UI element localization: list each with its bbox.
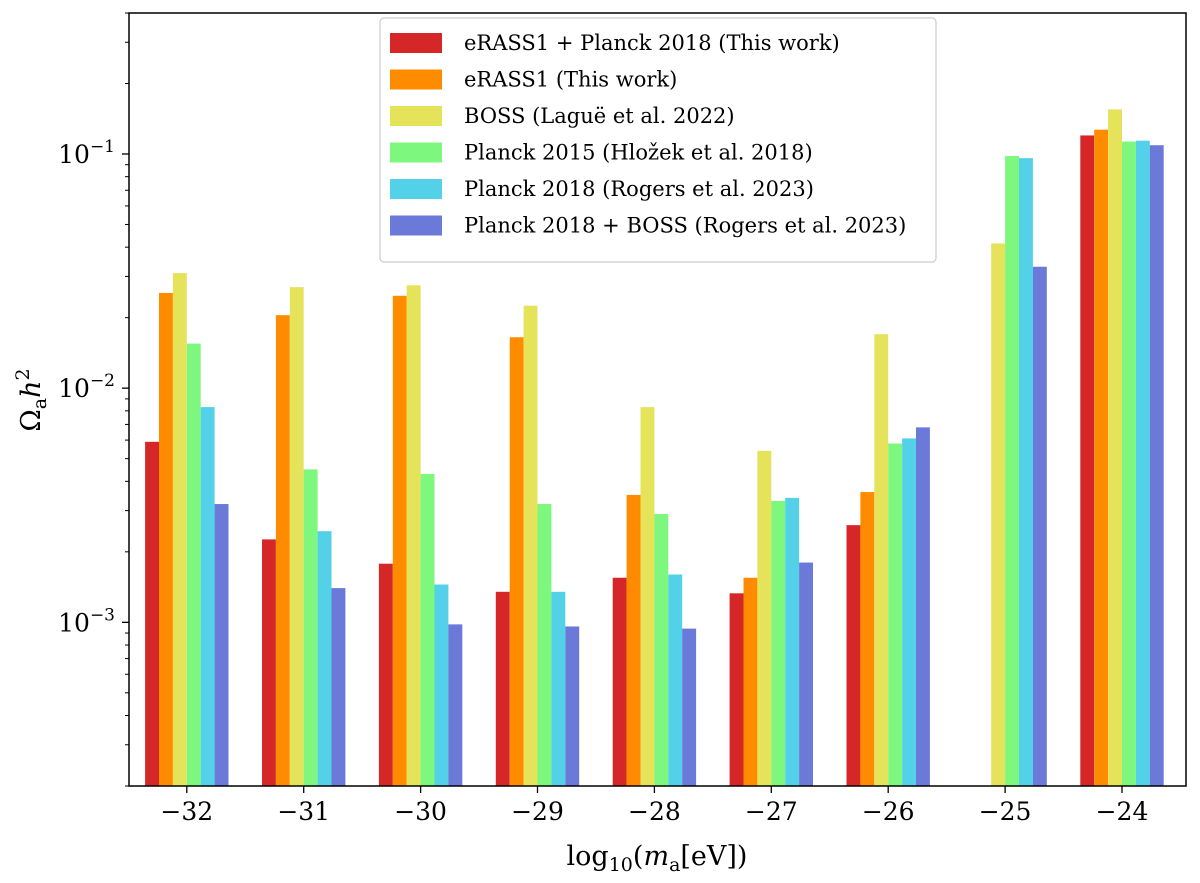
bar-series-2-cat-4 [509,337,524,786]
bar-series-5-cat-5 [668,574,683,786]
bar-series-2-cat-9 [1094,129,1109,786]
legend-swatch [390,179,442,199]
bar-series-2-cat-1 [159,292,173,786]
bar-series-3-cat-1 [172,273,187,787]
bar-series-2-cat-7 [860,492,875,786]
bar-series-4-cat-1 [186,343,201,786]
bar-series-4-cat-7 [888,443,903,786]
bar-series-4-cat-6 [771,500,786,786]
legend-swatch [390,215,442,236]
bar-series-3-cat-8 [991,243,1006,786]
bar-series-3-cat-5 [640,407,655,786]
bar-series-6-cat-4 [565,626,580,786]
bar-series-1-cat-7 [846,525,861,786]
bar-series-4-cat-4 [537,504,552,786]
bar-series-6-cat-3 [448,624,463,786]
x-tick-label: −31 [277,797,330,826]
bar-series-6-cat-8 [1032,266,1047,787]
bar-series-3-cat-2 [289,287,304,786]
bar-series-3-cat-6 [757,450,772,786]
bar-series-4-cat-2 [303,469,318,786]
x-tick-label: −25 [979,797,1032,826]
legend-swatch [390,142,442,163]
legend-label: Planck 2018 (Rogers et al. 2023) [464,177,814,201]
legend-label: BOSS (Laguë et al. 2022) [464,104,735,128]
bar-series-3-cat-7 [874,334,889,786]
bar-series-6-cat-6 [799,562,813,786]
y-tick-label: 10−1 [58,137,115,169]
bar-series-5-cat-4 [551,591,566,786]
bar-series-5-cat-3 [434,584,449,786]
bar-series-3-cat-9 [1108,109,1122,786]
bar-series-1-cat-4 [495,591,510,786]
bar-series-1-cat-9 [1080,135,1095,786]
bar-series-6-cat-9 [1149,145,1164,787]
bar-series-5-cat-2 [317,531,332,786]
x-axis-ticks: −32 −31 −30 −29 −28 −27 −26 −25 −24 [160,786,1148,826]
legend-box [379,17,937,263]
bars-group [145,109,1164,787]
bar-series-3-cat-4 [523,305,538,786]
x-tick-label: −26 [862,797,915,826]
x-tick-label: −29 [511,797,564,826]
x-axis-label: log10(ma[eV]) [567,841,748,876]
bar-series-6-cat-2 [331,588,346,786]
bar-series-6-cat-1 [214,504,229,786]
x-tick-label: −32 [160,797,213,826]
y-axis-ticks: 10−3 10−2 10−1 [58,12,129,787]
legend-swatch [390,106,442,126]
legend-label: Planck 2015 (Hložek et al. 2018) [464,141,813,165]
bar-series-5-cat-8 [1019,158,1033,786]
x-tick-label: −28 [628,797,681,826]
bar-series-3-cat-3 [406,285,421,786]
bar-series-4-cat-9 [1122,141,1136,787]
bar-series-1-cat-3 [378,563,393,786]
bar-series-5-cat-6 [785,497,800,786]
bar-series-2-cat-2 [275,315,290,786]
legend: eRASS1 + Planck 2018 (This work) eRASS1 (… [379,17,937,263]
y-tick-label: 10−3 [58,605,115,637]
x-tick-label: −27 [745,797,798,826]
bar-series-2-cat-5 [626,494,641,786]
bar-series-5-cat-7 [902,438,916,786]
bar-series-1-cat-5 [612,577,627,786]
bar-series-1-cat-1 [145,441,159,786]
bar-series-5-cat-9 [1135,140,1150,786]
bar-series-6-cat-7 [916,427,930,786]
x-tick-label: −30 [394,797,447,826]
x-tick-label: −24 [1096,797,1149,826]
legend-label: Planck 2018 + BOSS (Rogers et al. 2023) [464,214,906,238]
bar-series-6-cat-5 [682,628,697,786]
bar-series-4-cat-8 [1005,156,1019,787]
legend-swatch [390,33,442,53]
y-tick-label: 10−2 [58,371,115,403]
plot-frame [128,12,1187,787]
legend-swatch [390,69,442,90]
bar-series-5-cat-1 [200,407,215,786]
bar-series-1-cat-2 [262,539,276,786]
bar-series-1-cat-6 [729,593,744,786]
legend-label: eRASS1 + Planck 2018 (This work) [464,31,840,55]
bar-series-4-cat-3 [420,473,435,786]
legend-label: eRASS1 (This work) [464,68,677,92]
bar-series-2-cat-6 [743,577,758,786]
bar-series-2-cat-3 [392,295,407,786]
bar-series-4-cat-5 [654,514,669,786]
